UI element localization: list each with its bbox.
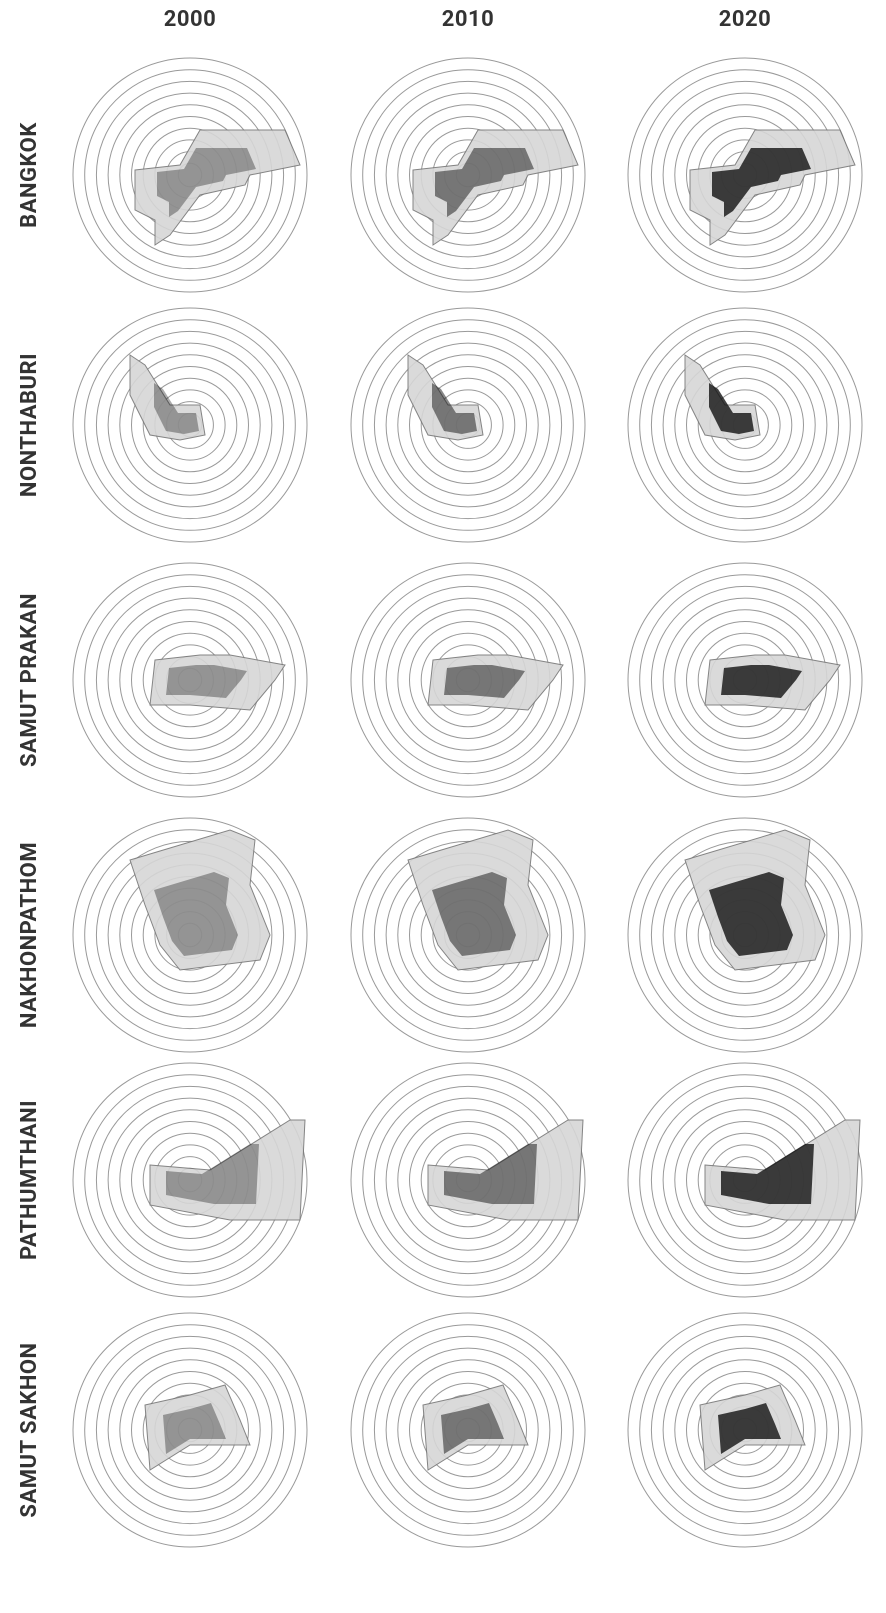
map-panel <box>73 1313 307 1547</box>
map-panel <box>351 818 585 1052</box>
map-panel <box>73 818 307 1052</box>
figure: 2000 2010 2020 BANGKOK NONTHABURI SAMUT PRAKA… <box>0 0 886 1613</box>
map-panel <box>628 58 862 292</box>
map-panel <box>628 308 862 542</box>
column-header: 2000 <box>164 7 217 32</box>
row-label: SAMUT PRAKAN <box>17 593 42 767</box>
map-panel <box>351 58 585 292</box>
map-panel <box>351 1063 585 1297</box>
map-panel <box>628 1063 862 1297</box>
map-panel <box>628 563 862 797</box>
map-panel <box>73 1063 307 1297</box>
map-panel <box>73 58 307 292</box>
map-panel <box>628 818 862 1052</box>
row-label: NONTHABURI <box>17 353 42 497</box>
map-panel <box>73 308 307 542</box>
map-panel <box>351 1313 585 1547</box>
column-header: 2010 <box>442 7 495 32</box>
row-label: PATHUMTHANI <box>17 1100 42 1260</box>
row-label: SAMUT SAKHON <box>17 1342 42 1517</box>
row-label: BANGKOK <box>17 122 42 228</box>
map-panel <box>351 563 585 797</box>
column-header: 2020 <box>719 7 772 32</box>
map-panel <box>628 1313 862 1547</box>
row-label: NAKHONPATHOM <box>17 842 42 1028</box>
map-panel <box>73 563 307 797</box>
map-panel <box>351 308 585 542</box>
